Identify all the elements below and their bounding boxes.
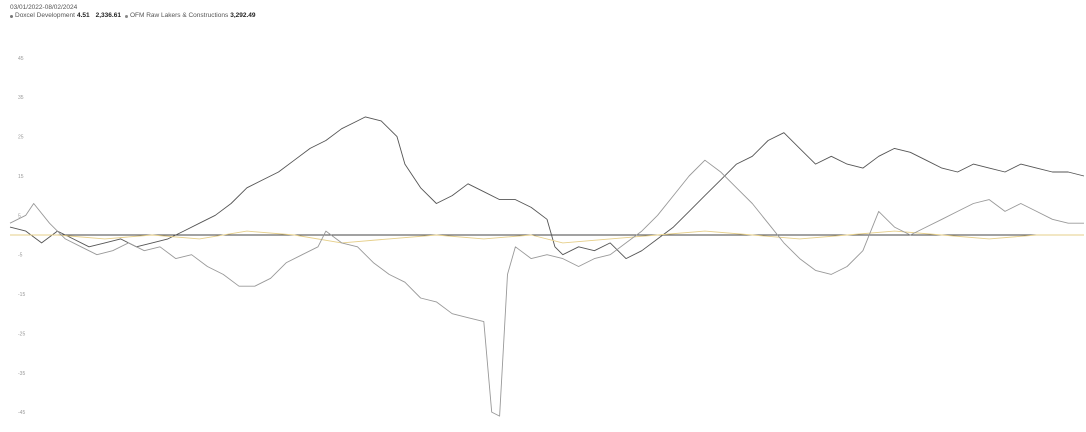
date-range-start: 03/01/2022: [10, 4, 43, 11]
date-range-separator: -: [42, 4, 45, 11]
series-line-1[interactable]: [10, 230, 1084, 244]
legend-value: 3,292.49: [230, 12, 256, 19]
y-tick-label: 25: [18, 135, 24, 141]
series-line-0[interactable]: [9, 116, 1085, 260]
legend-dot-icon: [124, 14, 128, 18]
y-tick-label: -5: [18, 253, 23, 259]
series-line-2[interactable]: [9, 159, 1084, 417]
date-range-end: 08/02/2024: [44, 4, 78, 11]
legend-value: 4.51: [76, 12, 90, 19]
y-tick-label: -15: [18, 292, 25, 298]
y-tick-label: 15: [18, 174, 24, 180]
y-tick-label: 35: [18, 95, 24, 101]
y-tick-label: 5: [18, 213, 21, 219]
legend: Doxcel Development 4.51 2,336.61 OFM Raw…: [10, 12, 256, 20]
date-range: 03/01/2022 - 08/02/2024: [10, 4, 256, 12]
legend-item-doxcel[interactable]: Doxcel Development 4.51: [10, 12, 90, 20]
chart-header: 03/01/2022 - 08/02/2024 Doxcel Developme…: [10, 4, 256, 20]
legend-item-ofm[interactable]: OFM Raw Lakers & Constructions 3,292.49: [124, 12, 256, 20]
legend-label: OFM Raw Lakers & Constructions: [129, 12, 229, 19]
y-tick-label: -35: [18, 371, 25, 377]
legend-label: Doxcel Development: [15, 12, 75, 19]
legend-value: 2,336.61: [95, 12, 121, 19]
y-tick-label: 45: [18, 56, 24, 62]
y-tick-label: -25: [18, 331, 25, 337]
legend-dot-icon: [10, 14, 13, 18]
y-tick-label: -45: [18, 410, 25, 416]
legend-item-index[interactable]: 2,336.61: [94, 12, 121, 20]
